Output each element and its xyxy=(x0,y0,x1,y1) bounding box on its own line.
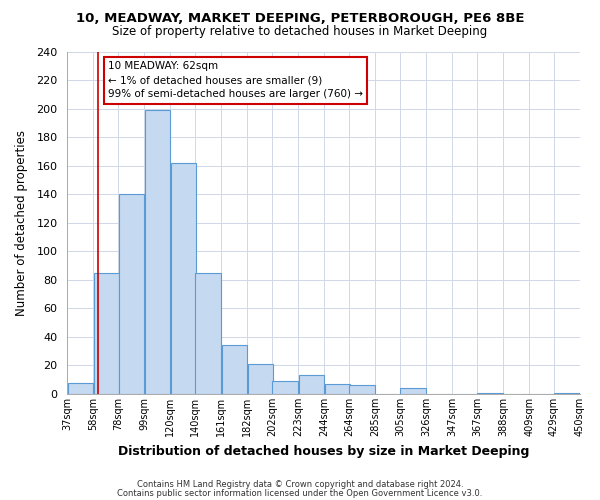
Bar xyxy=(119,194,144,394)
Bar xyxy=(196,272,221,394)
Bar xyxy=(299,376,324,394)
Bar xyxy=(145,110,170,394)
Text: 10 MEADWAY: 62sqm
← 1% of detached houses are smaller (9)
99% of semi-detached h: 10 MEADWAY: 62sqm ← 1% of detached house… xyxy=(108,62,363,100)
Bar xyxy=(94,272,119,394)
Y-axis label: Number of detached properties: Number of detached properties xyxy=(15,130,28,316)
X-axis label: Distribution of detached houses by size in Market Deeping: Distribution of detached houses by size … xyxy=(118,444,529,458)
Text: Contains HM Land Registry data © Crown copyright and database right 2024.: Contains HM Land Registry data © Crown c… xyxy=(137,480,463,489)
Bar xyxy=(170,163,196,394)
Bar xyxy=(221,346,247,394)
Bar xyxy=(325,384,350,394)
Bar xyxy=(68,382,93,394)
Bar xyxy=(554,392,580,394)
Bar xyxy=(349,386,375,394)
Text: 10, MEADWAY, MARKET DEEPING, PETERBOROUGH, PE6 8BE: 10, MEADWAY, MARKET DEEPING, PETERBOROUG… xyxy=(76,12,524,26)
Bar xyxy=(477,392,503,394)
Text: Size of property relative to detached houses in Market Deeping: Size of property relative to detached ho… xyxy=(112,25,488,38)
Bar xyxy=(400,388,426,394)
Bar xyxy=(248,364,273,394)
Text: Contains public sector information licensed under the Open Government Licence v3: Contains public sector information licen… xyxy=(118,488,482,498)
Bar xyxy=(272,381,298,394)
